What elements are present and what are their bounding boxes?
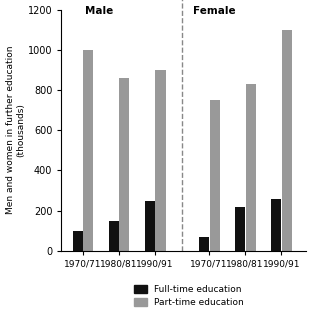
Bar	[83, 50, 94, 251]
Bar	[109, 221, 119, 251]
Bar	[271, 199, 281, 251]
Bar	[145, 201, 155, 251]
Text: Female: Female	[193, 6, 236, 16]
Bar	[119, 78, 129, 251]
Bar	[281, 30, 292, 251]
Legend: Full-time education, Part-time education: Full-time education, Part-time education	[134, 285, 244, 307]
Bar	[73, 231, 83, 251]
Text: Male: Male	[85, 6, 113, 16]
Bar	[235, 207, 245, 251]
Y-axis label: Men and women in further education
(thousands): Men and women in further education (thou…	[6, 46, 25, 214]
Bar	[246, 84, 256, 251]
Bar	[155, 70, 166, 251]
Bar	[209, 100, 220, 251]
Bar	[199, 237, 209, 251]
